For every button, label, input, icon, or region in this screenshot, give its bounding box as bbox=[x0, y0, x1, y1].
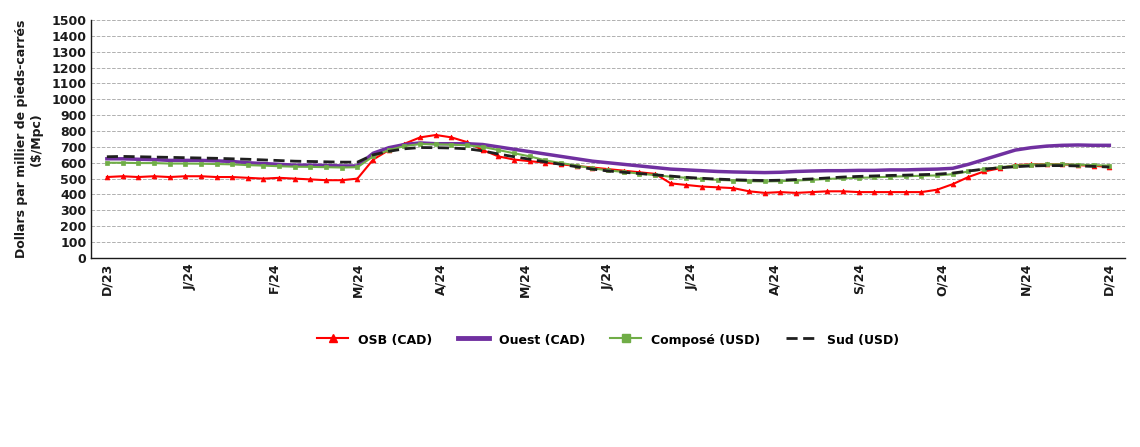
Y-axis label: Dollars par millier de pieds-carrés
($/Mpc): Dollars par millier de pieds-carrés ($/M… bbox=[15, 20, 43, 258]
Legend: OSB (CAD), Ouest (CAD), Composé (USD), Sud (USD): OSB (CAD), Ouest (CAD), Composé (USD), S… bbox=[312, 328, 904, 352]
